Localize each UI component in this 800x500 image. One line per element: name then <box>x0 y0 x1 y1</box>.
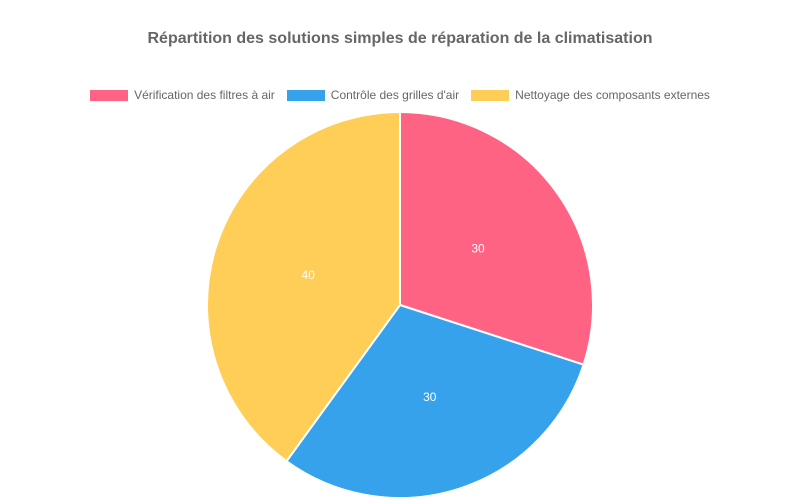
chart-legend: Vérification des filtres à air Contrôle … <box>0 88 800 102</box>
legend-swatch-filtres <box>90 89 129 101</box>
data-label-grilles: 30 <box>423 390 437 404</box>
pie-slice-filtres[interactable] <box>399 110 594 366</box>
legend-label-filtres: Vérification des filtres à air <box>134 88 275 102</box>
data-label-nettoyage: 40 <box>302 268 316 282</box>
pie-slice-nettoyage[interactable] <box>206 110 401 463</box>
legend-label-nettoyage: Nettoyage des composants externes <box>515 88 710 102</box>
chart-title: Répartition des solutions simples de rép… <box>147 30 653 47</box>
legend-label-grilles: Contrôle des grilles d'air <box>330 88 460 102</box>
data-label-filtres: 30 <box>471 241 485 255</box>
legend-swatch-nettoyage <box>471 89 510 101</box>
legend-item-grilles[interactable]: Contrôle des grilles d'air <box>286 88 460 102</box>
pie-slice-grilles[interactable] <box>285 303 585 499</box>
legend-item-filtres[interactable]: Vérification des filtres à air <box>90 88 275 102</box>
legend-item-nettoyage[interactable]: Nettoyage des composants externes <box>471 88 710 102</box>
legend-swatch-grilles <box>286 89 325 101</box>
